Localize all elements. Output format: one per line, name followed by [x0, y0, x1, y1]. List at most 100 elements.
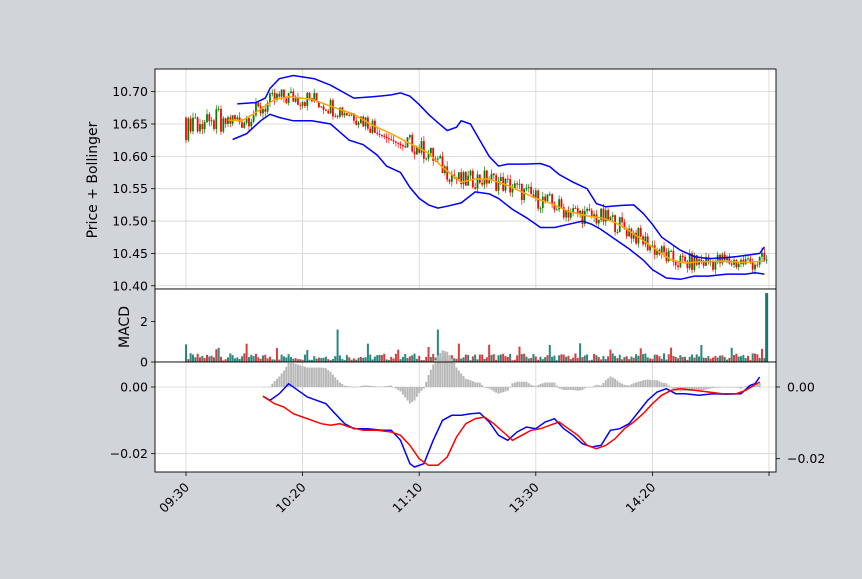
volume-bar	[201, 355, 204, 362]
volume-bar	[259, 358, 262, 362]
volume-bar	[737, 356, 740, 362]
candle-body	[250, 121, 253, 127]
volume-bar	[688, 356, 691, 362]
candle-body	[353, 113, 355, 121]
candle-body	[583, 211, 586, 225]
candle-body	[210, 120, 213, 122]
volume-bar	[299, 359, 302, 362]
volume-bar	[567, 355, 570, 362]
macd-histogram-bar	[541, 383, 544, 387]
candle-body	[415, 147, 418, 155]
volume-bar	[551, 356, 554, 362]
volume-bar	[455, 358, 458, 362]
macd-histogram-bar	[607, 378, 610, 387]
volume-bar	[261, 355, 264, 362]
candle-body	[220, 108, 222, 132]
candle-body	[236, 117, 239, 120]
candle-body	[597, 219, 600, 224]
candle-body	[185, 117, 187, 141]
volume-bar	[187, 359, 190, 362]
candle-body	[273, 92, 276, 100]
macd-histogram-bar	[306, 367, 309, 387]
volume-bar	[210, 355, 213, 362]
candle-body	[369, 128, 372, 133]
candle-body	[649, 245, 651, 251]
volume-bar	[625, 356, 628, 362]
candle-body	[203, 122, 206, 130]
candle-body	[327, 110, 330, 114]
volume-bar	[320, 358, 323, 362]
volume-bar	[343, 360, 346, 362]
macd-histogram-bar	[576, 387, 579, 391]
volume-bar	[614, 355, 617, 362]
macd-histogram-bar	[600, 385, 603, 387]
volume-bar	[215, 349, 218, 362]
candle-body	[194, 117, 197, 119]
candle-body	[360, 116, 362, 124]
candle-body	[299, 104, 302, 106]
volume-bar	[357, 357, 360, 362]
macd-histogram-bar	[688, 387, 691, 391]
volume-bar	[362, 357, 365, 362]
candle-body	[614, 215, 616, 233]
volume-bar	[558, 355, 561, 362]
macd-histogram-bar	[362, 385, 365, 387]
macd-histogram-bar	[712, 387, 715, 388]
volume-bar	[516, 355, 519, 362]
volume-bar	[185, 344, 187, 362]
volume-bar	[329, 360, 332, 362]
volume-bar	[656, 354, 659, 362]
candle-body	[385, 137, 388, 139]
macd-histogram-bar	[432, 364, 435, 387]
macd-histogram-bar	[303, 366, 306, 387]
candle-body	[336, 115, 339, 117]
macd-histogram-bar	[385, 386, 388, 387]
candle-body	[684, 256, 686, 262]
macd-ytick-label-left: 0.00	[120, 380, 148, 395]
macd-histogram-bar	[702, 387, 705, 390]
volume-bar	[548, 344, 551, 362]
candle-body	[332, 100, 334, 117]
candle-body	[628, 228, 630, 237]
candle-body	[551, 194, 554, 204]
candle-body	[632, 232, 635, 239]
candle-body	[625, 228, 628, 237]
volume-bar	[401, 356, 404, 362]
candle-body	[469, 170, 472, 176]
macd-histogram-bar	[705, 387, 708, 390]
volume-bar	[231, 355, 234, 362]
macd-histogram-bar	[548, 382, 551, 387]
volume-bar	[546, 355, 549, 362]
volume-bar	[621, 359, 624, 362]
candle-body	[376, 132, 379, 134]
macd-histogram-bar	[404, 387, 407, 398]
upper-band-line	[237, 74, 765, 260]
candle-body	[611, 215, 614, 217]
volume-bar	[334, 356, 337, 362]
candle-body	[432, 147, 435, 161]
macd-histogram-bar	[343, 385, 346, 387]
candle-body	[276, 93, 278, 100]
volume-bar	[404, 354, 407, 362]
macd-histogram-bar	[359, 386, 362, 387]
candle-body	[546, 194, 549, 202]
candle-body	[593, 214, 595, 217]
price-ytick-label: 10.40	[112, 278, 148, 293]
volume-bar	[646, 357, 649, 362]
volume-bar	[607, 356, 610, 362]
volume-bar	[499, 354, 502, 362]
volume-bar	[637, 355, 640, 362]
macd-histogram-bar	[532, 385, 535, 387]
macd-histogram-bar	[495, 387, 498, 393]
macd-histogram-bar	[590, 387, 593, 388]
volume-bar	[651, 358, 654, 362]
volume-bar	[649, 358, 652, 362]
volume-bar	[721, 355, 724, 362]
volume-bar	[385, 359, 388, 362]
candle-body	[334, 115, 337, 117]
macd-ytick-label-right: 0.00	[787, 380, 815, 395]
macd-histogram-bar	[639, 381, 642, 387]
candle-body	[297, 97, 299, 105]
volume-bar	[264, 354, 267, 362]
